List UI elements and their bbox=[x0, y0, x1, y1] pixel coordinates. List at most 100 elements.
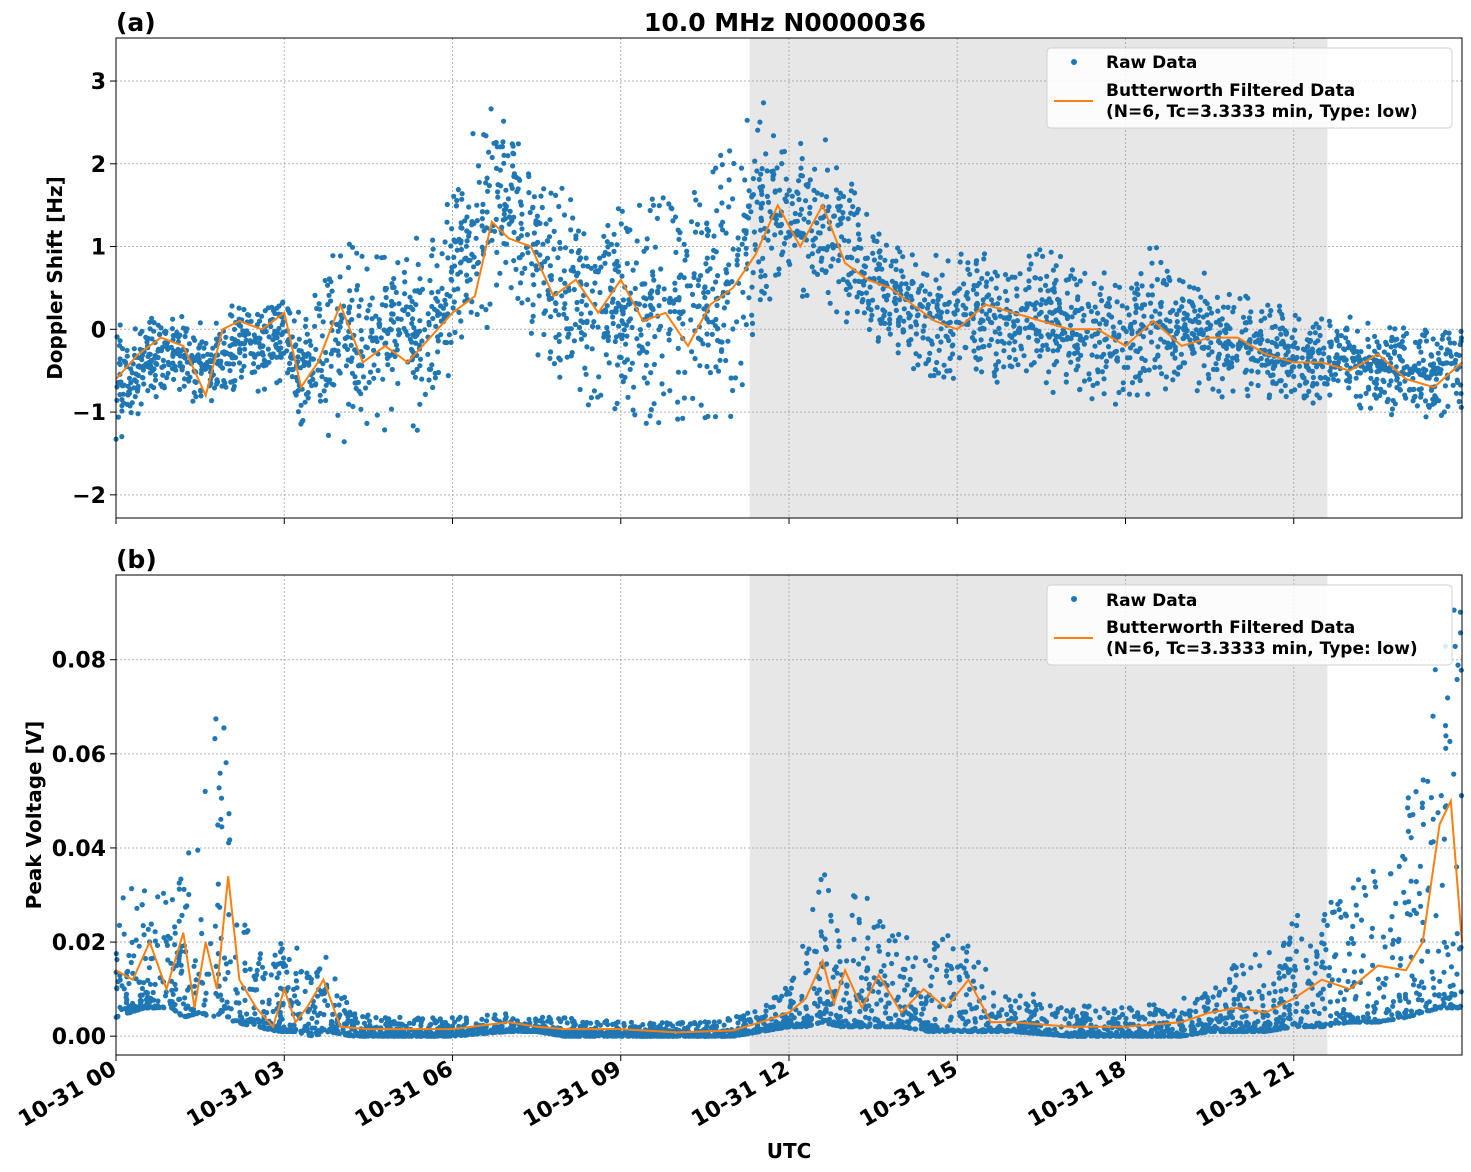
raw-data-point bbox=[1139, 283, 1145, 289]
raw-data-point bbox=[182, 995, 188, 1001]
raw-data-point bbox=[752, 242, 758, 248]
raw-data-point bbox=[807, 210, 813, 216]
raw-data-point bbox=[350, 403, 356, 410]
raw-data-point bbox=[1264, 357, 1270, 363]
raw-data-point bbox=[1456, 352, 1462, 358]
raw-data-point bbox=[786, 187, 792, 193]
raw-data-point bbox=[1192, 308, 1198, 314]
raw-data-point bbox=[1182, 322, 1188, 328]
raw-data-point bbox=[749, 320, 756, 326]
raw-data-point bbox=[691, 271, 697, 277]
raw-data-point bbox=[1200, 332, 1206, 338]
raw-data-point bbox=[553, 192, 559, 198]
raw-data-point bbox=[711, 233, 717, 239]
raw-data-point bbox=[1432, 393, 1438, 399]
raw-data-point bbox=[601, 233, 607, 239]
raw-data-point bbox=[556, 312, 562, 318]
raw-data-point bbox=[325, 301, 331, 308]
raw-data-point bbox=[459, 334, 465, 340]
raw-data-point bbox=[1053, 317, 1059, 323]
raw-data-point bbox=[1215, 355, 1221, 362]
raw-data-point bbox=[1075, 356, 1081, 362]
raw-data-point bbox=[544, 238, 550, 244]
raw-data-point bbox=[334, 993, 340, 999]
raw-data-point bbox=[352, 374, 358, 380]
raw-data-point bbox=[1139, 355, 1145, 361]
raw-data-point bbox=[934, 304, 940, 311]
raw-data-point bbox=[927, 350, 933, 356]
raw-data-point bbox=[310, 376, 316, 382]
raw-data-point bbox=[734, 262, 740, 268]
raw-data-point bbox=[1124, 305, 1130, 311]
raw-data-point bbox=[973, 302, 979, 308]
raw-data-point bbox=[374, 338, 380, 345]
raw-data-point bbox=[1050, 389, 1056, 395]
raw-data-point bbox=[1331, 360, 1337, 366]
raw-data-point bbox=[232, 378, 238, 384]
raw-data-point bbox=[388, 317, 394, 323]
raw-data-point bbox=[196, 359, 202, 365]
raw-data-point bbox=[435, 338, 441, 344]
raw-data-point bbox=[574, 306, 580, 312]
raw-data-point bbox=[619, 208, 625, 214]
raw-data-point bbox=[774, 165, 780, 171]
raw-data-point bbox=[531, 194, 538, 200]
raw-data-point bbox=[840, 210, 846, 216]
raw-data-point bbox=[1310, 1001, 1316, 1008]
raw-data-point bbox=[1365, 1003, 1371, 1009]
raw-data-point bbox=[435, 289, 441, 295]
raw-data-point bbox=[877, 254, 884, 260]
raw-data-point bbox=[1399, 338, 1405, 345]
raw-data-point bbox=[592, 280, 598, 286]
raw-data-point bbox=[405, 311, 411, 317]
raw-data-point bbox=[974, 291, 980, 297]
raw-data-point bbox=[312, 1004, 318, 1011]
raw-data-point bbox=[261, 386, 268, 392]
raw-data-point bbox=[462, 218, 468, 224]
raw-data-point bbox=[704, 331, 710, 337]
raw-data-point bbox=[1313, 949, 1320, 955]
raw-data-point bbox=[1135, 348, 1141, 355]
raw-data-point bbox=[578, 336, 585, 342]
raw-data-point bbox=[1431, 985, 1437, 991]
raw-data-point bbox=[1417, 371, 1423, 377]
raw-data-point bbox=[1193, 1008, 1199, 1015]
raw-data-point bbox=[798, 206, 805, 212]
raw-data-point bbox=[875, 989, 882, 995]
raw-data-point bbox=[710, 255, 716, 261]
raw-data-point bbox=[345, 1014, 351, 1020]
raw-data-point bbox=[359, 253, 365, 259]
raw-data-point bbox=[934, 966, 940, 973]
raw-data-point bbox=[727, 148, 733, 154]
raw-data-point bbox=[634, 336, 640, 342]
raw-data-point bbox=[1128, 321, 1134, 327]
raw-data-point bbox=[205, 351, 211, 357]
raw-data-point bbox=[387, 326, 393, 332]
raw-data-point bbox=[757, 119, 763, 125]
raw-data-point bbox=[1175, 371, 1181, 377]
raw-data-point bbox=[618, 221, 624, 227]
raw-data-point bbox=[175, 346, 181, 352]
raw-data-point bbox=[564, 1020, 570, 1026]
raw-data-point bbox=[623, 341, 629, 347]
raw-data-point bbox=[347, 288, 353, 294]
raw-data-point bbox=[336, 352, 342, 358]
raw-data-point bbox=[1363, 892, 1369, 898]
raw-data-point bbox=[1075, 294, 1081, 300]
raw-data-point bbox=[245, 312, 251, 318]
raw-data-point bbox=[714, 208, 720, 214]
raw-data-point bbox=[474, 218, 480, 224]
raw-data-point bbox=[588, 395, 595, 401]
raw-data-point bbox=[1321, 345, 1327, 351]
raw-data-point bbox=[1146, 367, 1152, 373]
raw-data-point bbox=[668, 205, 674, 211]
raw-data-point bbox=[961, 281, 967, 287]
raw-data-point bbox=[767, 296, 773, 302]
raw-data-point bbox=[713, 249, 719, 255]
raw-data-point bbox=[601, 331, 607, 337]
raw-data-point bbox=[396, 301, 402, 307]
raw-data-point bbox=[1103, 303, 1109, 309]
raw-data-point bbox=[800, 287, 807, 293]
raw-data-point bbox=[255, 351, 261, 357]
raw-data-point bbox=[116, 922, 122, 929]
